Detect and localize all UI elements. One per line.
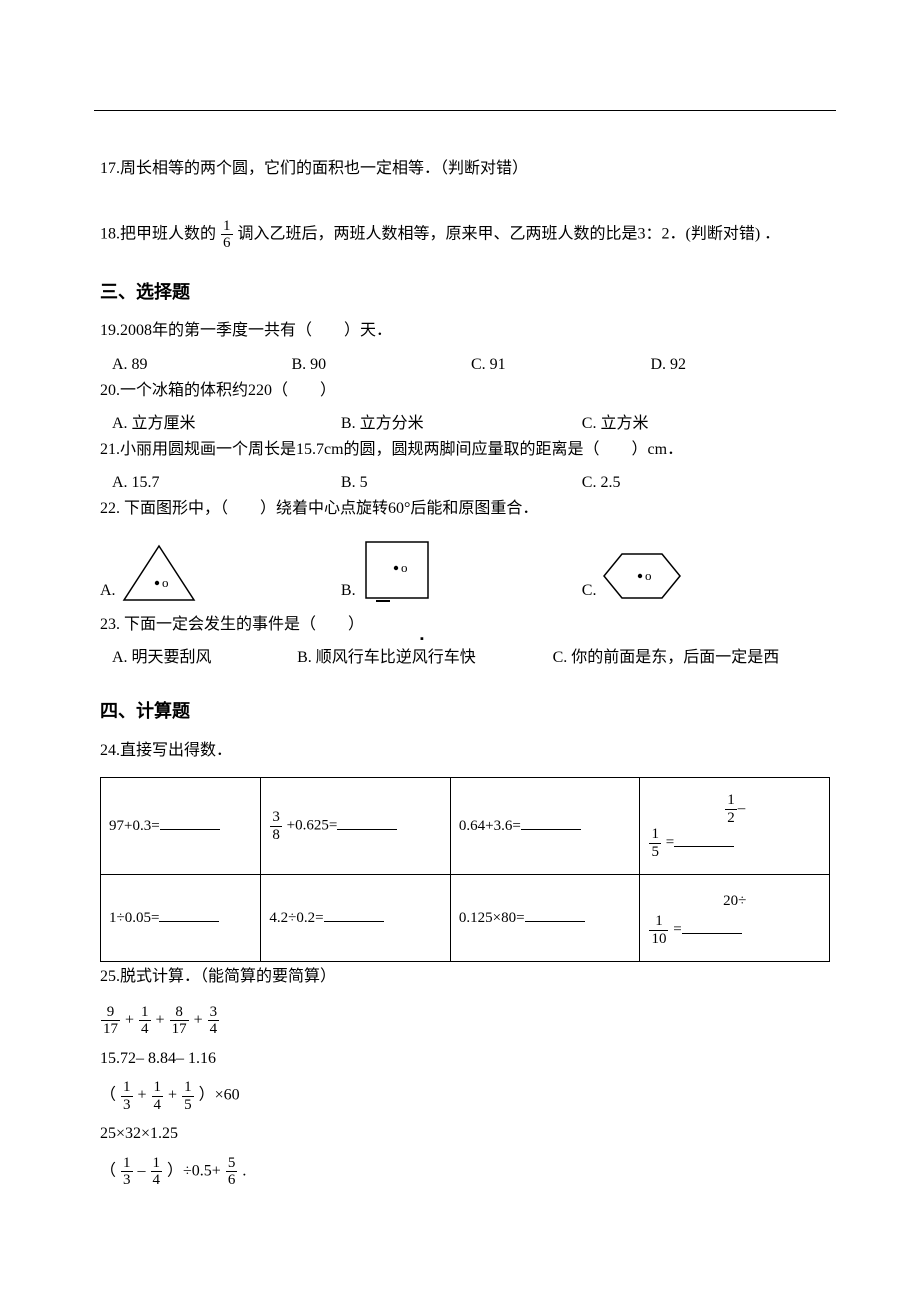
top-rule (94, 110, 836, 111)
frac-1-5: 1 5 (649, 826, 661, 860)
frac-3-8: 3 8 (270, 809, 282, 843)
expr-2: 15.72– 8.84– 1.16 (100, 1046, 830, 1072)
q22-label-c: C. (582, 578, 597, 604)
table-row: 1÷0.05= 4.2÷0.2= 0.125×80= 20÷ 1 10 = (101, 875, 830, 962)
q18: 18.把甲班人数的 1 6 调入乙班后，两班人数相等，原来甲、乙两班人数的比是3… (100, 218, 830, 252)
frac-1-10: 1 10 (649, 913, 668, 947)
q21-opt-a: A. 15.7 (100, 470, 341, 496)
q22-shapes: A. o B. o C. (100, 538, 830, 604)
q19-options: A. 89 B. 90 C. 91 D. 92 (100, 352, 830, 378)
cell-r2c3: 0.125×80= (450, 875, 640, 962)
q23-opt-a: A. 明天要刮风 (100, 645, 297, 671)
q19-opt-d: D. 92 (651, 352, 831, 378)
q22-stem: 22. 下面图形中，（ ）绕着中心点旋转60°后能和原图重合． (100, 496, 830, 522)
q19-opt-c: C. 91 (471, 352, 651, 378)
q19-opt-a: A. 89 (100, 352, 292, 378)
q23-options: A. 明天要刮风 B. 顺风行车比逆风行车快 C. 你的前面是东，后面一定是西 (100, 645, 830, 671)
q21-opt-c: C. 2.5 (582, 470, 823, 496)
section-3-title: 三、选择题 (100, 278, 830, 307)
answer-blank[interactable] (337, 815, 397, 830)
q18-pre: 18.把甲班人数的 (100, 225, 216, 242)
q22: 22. 下面图形中，（ ）绕着中心点旋转60°后能和原图重合． A. o B. … (100, 496, 830, 604)
q24: 24.直接写出得数． 97+0.3= 3 8 +0.625= 0.64+3.6= (100, 738, 830, 963)
expr-5: （ 13 – 14 ）÷0.5+ 56 . (100, 1155, 830, 1189)
expr-3: （ 13 + 14 + 15 ）×60 (100, 1079, 830, 1113)
q18-post: 调入乙班后，两班人数相等，原来甲、乙两班人数的比是3：2．(判断对错) ． (238, 225, 781, 242)
q19-stem: 19.2008年的第一季度一共有（ ）天． (100, 318, 830, 344)
q21: 21.小丽用圆规画一个周长是15.7cm的圆，圆规两脚间应量取的距离是（ ）cm… (100, 437, 830, 496)
q23: 23. 下面一定会发生的事件是（ ） ▪ A. 明天要刮风 B. 顺风行车比逆风… (100, 612, 830, 671)
table-row: 97+0.3= 3 8 +0.625= 0.64+3.6= 1 2 (101, 778, 830, 875)
q22-label-b: B. (341, 578, 356, 604)
svg-text:o: o (645, 568, 652, 583)
cell-r2c4: 20÷ 1 10 = (640, 875, 830, 962)
q21-stem: 21.小丽用圆规画一个周长是15.7cm的圆，圆规两脚间应量取的距离是（ ）cm… (100, 437, 830, 463)
q20-opt-a: A. 立方厘米 (100, 411, 341, 437)
calc-table: 97+0.3= 3 8 +0.625= 0.64+3.6= 1 2 (100, 777, 830, 962)
svg-text:o: o (162, 575, 169, 590)
q21-opt-b: B. 5 (341, 470, 582, 496)
q22-cell-c: C. o (582, 548, 823, 604)
answer-blank[interactable] (525, 907, 585, 922)
q20-options: A. 立方厘米 B. 立方分米 C. 立方米 (100, 411, 830, 437)
page: 17.周长相等的两个圆，它们的面积也一定相等．（判断对错） 18.把甲班人数的 … (0, 0, 920, 1257)
q23-opt-c: C. 你的前面是东，后面一定是西 (553, 645, 830, 671)
hexagon-icon: o (600, 548, 684, 604)
q22-cell-b: B. o (341, 538, 582, 604)
triangle-icon: o (120, 542, 198, 604)
answer-blank[interactable] (682, 919, 742, 934)
q19-opt-b: B. 90 (292, 352, 472, 378)
svg-text:o: o (401, 560, 408, 575)
q20-opt-b: B. 立方分米 (341, 411, 582, 437)
q20-stem: 20.一个冰箱的体积约220（ ） (100, 378, 830, 404)
answer-blank[interactable] (159, 907, 219, 922)
cell-r1c3: 0.64+3.6= (450, 778, 640, 875)
q20-opt-c: C. 立方米 (582, 411, 823, 437)
cell-text: 97+0.3= (109, 818, 160, 834)
square-marker-icon: ▪ (420, 631, 424, 649)
q25: 25.脱式计算．（能简算的要简算） 917 + 14 + 817 + 34 15… (100, 964, 830, 1189)
answer-blank[interactable] (521, 815, 581, 830)
q22-cell-a: A. o (100, 542, 341, 604)
answer-blank[interactable] (324, 907, 384, 922)
q23-stem: 23. 下面一定会发生的事件是（ ） (100, 612, 830, 638)
cell-r2c1: 1÷0.05= (101, 875, 261, 962)
cell-r1c4: 1 2 – 1 5 = (640, 778, 830, 875)
q17-text: 17.周长相等的两个圆，它们的面积也一定相等．（判断对错） (100, 160, 528, 177)
q17: 17.周长相等的两个圆，它们的面积也一定相等．（判断对错） (100, 156, 830, 182)
answer-blank[interactable] (160, 815, 220, 830)
frac-num: 1 (221, 218, 233, 236)
q19: 19.2008年的第一季度一共有（ ）天． A. 89 B. 90 C. 91 … (100, 318, 830, 377)
cell-r2c2: 4.2÷0.2= (261, 875, 451, 962)
expr-1: 917 + 14 + 817 + 34 (100, 1004, 830, 1038)
frac-1-2: 1 2 (725, 792, 737, 826)
expr-4: 25×32×1.25 (100, 1121, 830, 1147)
cell-r1c1: 97+0.3= (101, 778, 261, 875)
q24-stem: 24.直接写出得数． (100, 738, 830, 764)
q22-label-a: A. (100, 578, 116, 604)
answer-blank[interactable] (674, 832, 734, 847)
q20: 20.一个冰箱的体积约220（ ） A. 立方厘米 B. 立方分米 C. 立方米 (100, 378, 830, 437)
square-icon: o (360, 538, 438, 604)
q21-options: A. 15.7 B. 5 C. 2.5 (100, 470, 830, 496)
cell-r1c2: 3 8 +0.625= (261, 778, 451, 875)
q25-stem: 25.脱式计算．（能简算的要简算） (100, 964, 830, 990)
q18-frac: 1 6 (221, 218, 233, 252)
q23-opt-b: B. 顺风行车比逆风行车快 (297, 645, 553, 671)
frac-den: 6 (221, 235, 233, 252)
section-4-title: 四、计算题 (100, 697, 830, 726)
